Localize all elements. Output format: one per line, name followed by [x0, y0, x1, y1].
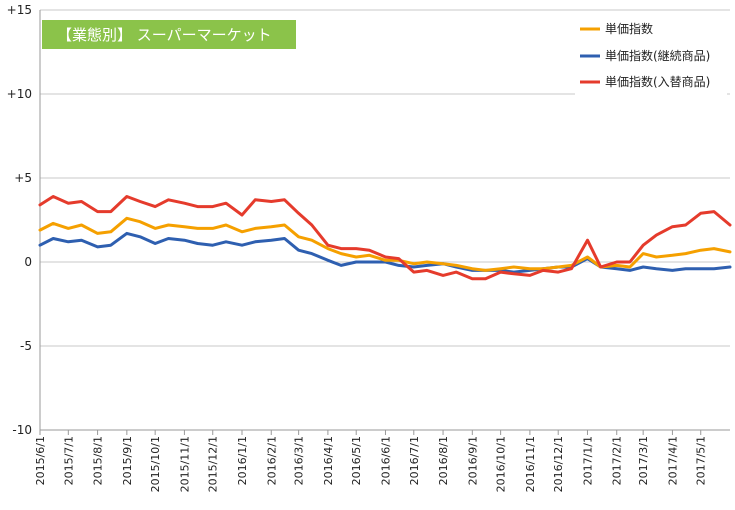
x-tick-label: 2015/7/1 — [62, 436, 75, 485]
x-tick-label: 2017/5/1 — [695, 436, 708, 485]
x-tick-label: 2015/8/1 — [92, 436, 105, 485]
series-line-2 — [38, 231, 732, 274]
x-tick-label: 2016/7/1 — [408, 436, 421, 485]
series-line-3 — [38, 195, 732, 281]
legend-label-1: 単価指数 — [605, 21, 653, 36]
series-line-1 — [38, 216, 732, 272]
x-tick-label: 2015/9/1 — [121, 436, 134, 485]
x-tick-label: 2015/6/1 — [34, 436, 47, 485]
title-background — [42, 20, 296, 49]
x-tick-label: 2017/2/1 — [611, 436, 624, 485]
x-tick-label: 2016/11/1 — [524, 436, 537, 492]
x-tick-label: 2016/12/1 — [552, 436, 565, 492]
x-tick-label: 2016/1/1 — [236, 436, 249, 485]
x-tick-label: 2016/10/1 — [495, 436, 508, 492]
series-lines — [38, 195, 732, 281]
x-tick-label: 2016/5/1 — [350, 436, 363, 485]
x-axis: 2015/6/1 2015/7/1 2015/8/1 2015/9/1 2015/10/… — [34, 429, 730, 492]
chart-title: 【業態別】 スーパーマーケット — [42, 20, 296, 49]
x-tick-label: 2016/4/1 — [322, 436, 335, 485]
legend: 単価指数 単価指数(継続商品) 単価指数(入替商品) — [575, 14, 727, 96]
x-tick-label: 2015/10/1 — [149, 436, 162, 492]
y-tick-label: +10 — [7, 87, 32, 101]
legend-label-3: 単価指数(入替商品) — [605, 74, 710, 89]
y-axis: +15 +10 +5 0 -5 -10 — [7, 3, 41, 437]
x-tick-label: 2017/3/1 — [637, 436, 650, 485]
y-tick-label: +15 — [7, 3, 32, 17]
x-tick-label: 2015/12/1 — [207, 436, 220, 492]
legend-background — [575, 14, 727, 96]
x-tick-label: 2017/1/1 — [581, 436, 594, 485]
x-tick-label: 2016/9/1 — [466, 436, 479, 485]
y-tick-label: +5 — [14, 171, 32, 185]
x-tick-label: 2017/4/1 — [666, 436, 679, 485]
x-tick-label: 2016/6/1 — [379, 436, 392, 485]
x-tick-label: 2015/11/1 — [178, 436, 191, 492]
legend-label-2: 単価指数(継続商品) — [605, 48, 710, 63]
y-tick-label: 0 — [24, 255, 32, 269]
x-tick-label: 2016/3/1 — [293, 436, 306, 485]
y-tick-label: -10 — [12, 423, 32, 437]
title-text: 【業態別】 スーパーマーケット — [57, 26, 272, 44]
y-tick-label: -5 — [20, 339, 32, 353]
x-tick-label: 2016/8/1 — [437, 436, 450, 485]
x-tick-label: 2016/2/1 — [265, 436, 278, 485]
